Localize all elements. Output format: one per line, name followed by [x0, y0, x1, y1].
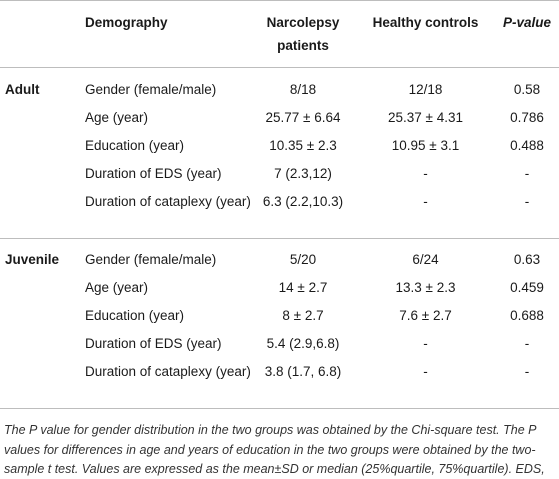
section-label: Adult — [5, 82, 40, 97]
row-label: Duration of cataplexy (year) — [85, 194, 251, 209]
row-label: Education (year) — [85, 308, 185, 323]
cell-value: 12/18 — [408, 82, 443, 97]
cell-value: 10.95 ± 3.1 — [391, 138, 460, 153]
section-rule — [0, 408, 559, 409]
cell-value: 7.6 ± 2.7 — [399, 308, 452, 323]
column-header: P-value — [502, 15, 552, 30]
cell-value: 5.4 (2.9,6.8) — [266, 336, 340, 351]
row-label: Age (year) — [85, 280, 149, 295]
section-rule — [0, 238, 559, 239]
cell-value: - — [524, 166, 530, 181]
cell-value: 3.8 (1.7, 6.8) — [264, 364, 342, 379]
cell-value: 0.459 — [510, 280, 544, 295]
cell-value: 0.488 — [510, 138, 544, 153]
cell-value: 0.58 — [513, 82, 541, 97]
column-header: Healthy controls — [372, 15, 479, 30]
cell-value: - — [524, 194, 530, 209]
row-label: Education (year) — [85, 138, 185, 153]
row-label: Duration of EDS (year) — [85, 166, 222, 181]
cell-value: 8/18 — [289, 82, 317, 97]
header-rule — [0, 67, 559, 68]
cell-value: 0.688 — [510, 308, 544, 323]
cell-value: - — [524, 336, 530, 351]
section-label: Juvenile — [5, 252, 60, 267]
column-header: Narcolepsy patients — [266, 15, 340, 53]
column-header: Demography — [85, 15, 168, 30]
cell-value: 8 ± 2.7 — [282, 308, 324, 323]
footnote: The P value for gender distribution in t… — [4, 423, 545, 476]
cell-value: - — [423, 336, 428, 351]
cell-value: 25.77 ± 6.64 — [265, 110, 341, 125]
cell-value: 25.37 ± 4.31 — [388, 110, 463, 125]
row-label: Duration of EDS (year) — [85, 336, 222, 351]
cell-value: 6/24 — [412, 252, 439, 267]
row-label: Gender (female/male) — [85, 252, 217, 267]
cell-value: 7 (2.3,12) — [274, 166, 332, 181]
cell-value: 5/20 — [289, 252, 317, 267]
cell-value: - — [524, 364, 530, 379]
cell-value: 10.35 ± 2.3 — [269, 138, 337, 153]
cell-value: 13.3 ± 2.3 — [395, 280, 456, 295]
row-label: Gender (female/male) — [85, 82, 217, 97]
row-label: Duration of cataplexy (year) — [85, 364, 251, 379]
cell-value: 0.63 — [513, 252, 541, 267]
cell-value: - — [423, 166, 428, 181]
cell-value: 14 ± 2.7 — [278, 280, 328, 295]
cell-value: 0.786 — [510, 110, 544, 125]
top-rule — [0, 0, 559, 1]
cell-value: 6.3 (2.2,10.3) — [262, 194, 344, 209]
cell-value: - — [423, 194, 428, 209]
cell-value: - — [423, 364, 428, 379]
row-label: Age (year) — [85, 110, 149, 125]
